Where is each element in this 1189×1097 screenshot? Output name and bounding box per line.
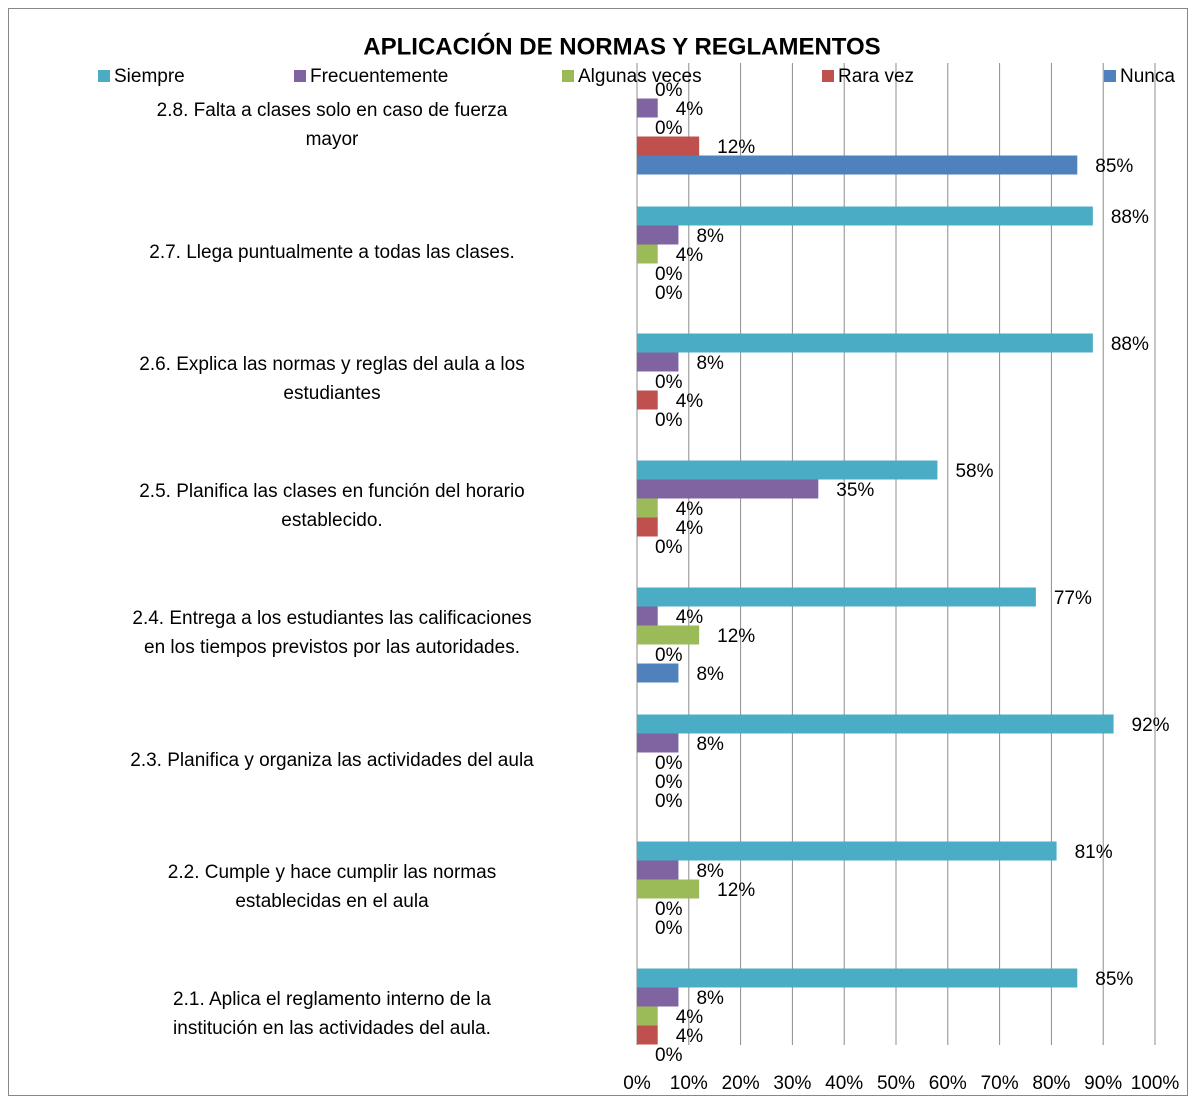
bar [637,1006,658,1026]
x-tick-label: 60% [929,1073,967,1094]
data-label: 12% [717,137,755,158]
bar [637,517,658,537]
bar [637,333,1093,353]
data-label: 0% [655,753,683,774]
data-label: 0% [655,791,683,812]
data-label: 58% [955,461,993,482]
bar [637,860,679,880]
data-label: 88% [1111,207,1149,228]
bar [637,460,938,480]
category-label: 2.8. Falta a clases solo en caso de fuer… [156,100,508,150]
data-label: 0% [655,918,683,939]
category-label: 2.7. Llega puntualmente a todas las clas… [149,241,515,263]
x-tick-label: 70% [981,1073,1019,1094]
bar [637,625,700,645]
x-tick-label: 30% [773,1073,811,1094]
data-label: 8% [696,226,724,247]
data-label: 4% [676,1026,704,1047]
bar [637,1025,658,1045]
bar [637,479,819,499]
x-tick-label: 90% [1084,1073,1122,1094]
data-label: 8% [696,988,724,1009]
category-label: 2.1. Aplica el reglamento interno de la … [173,989,491,1039]
x-tick-label: 50% [877,1073,915,1094]
data-label: 85% [1095,969,1133,990]
x-tick-label: 40% [825,1073,863,1094]
legend-label: Nunca [1120,66,1175,87]
data-label: 0% [655,283,683,304]
legend-label: Frecuentemente [310,66,448,87]
bar [637,733,679,753]
data-label: 0% [655,645,683,666]
data-label: 88% [1111,334,1149,355]
chart-title: APLICACIÓN DE NORMAS Y REGLAMENTOS [363,32,880,60]
category-label: 2.2. Cumple y hace cumplir las normas es… [167,862,497,912]
data-label: 0% [655,899,683,920]
data-label: 4% [676,499,704,520]
data-label: 4% [676,518,704,539]
data-label: 12% [717,880,755,901]
bar [637,841,1057,861]
category-label: 2.5. Planifica las clases en función del… [139,481,525,531]
bar [637,714,1114,734]
data-label: 8% [696,861,724,882]
bar [637,663,679,683]
bar [637,498,658,518]
x-tick-label: 100% [1131,1073,1180,1094]
data-label: 0% [655,772,683,793]
data-label: 4% [676,391,704,412]
data-label: 77% [1054,588,1092,609]
legend-swatch [822,70,834,82]
data-label: 12% [717,626,755,647]
bar [637,225,679,245]
legend-label: Rara vez [838,66,914,87]
x-tick-label: 10% [670,1073,708,1094]
data-label: 0% [655,372,683,393]
x-tick-label: 80% [1032,1073,1070,1094]
bar [637,136,700,156]
legend-label: Siempre [114,66,185,87]
bar [637,390,658,410]
bar [637,606,658,626]
data-label: 0% [655,264,683,285]
bar [637,879,700,899]
data-label: 85% [1095,156,1133,177]
legend-swatch [98,70,110,82]
legend-swatch [1104,70,1116,82]
legend-label: Algunas veces [578,66,702,87]
data-label: 81% [1075,842,1113,863]
category-label: 2.4. Entrega a los estudiantes las calif… [132,608,532,658]
bar [637,587,1036,607]
data-label: 8% [696,353,724,374]
legend-swatch [562,70,574,82]
data-label: 4% [676,1007,704,1028]
data-label: 4% [676,99,704,120]
data-label: 8% [696,734,724,755]
data-label: 0% [655,118,683,139]
data-label: 0% [655,410,683,431]
x-tick-label: 0% [623,1073,651,1094]
data-label: 8% [696,664,724,685]
data-label: 0% [655,80,683,101]
category-label: 2.6. Explica las normas y reglas del aul… [139,354,525,404]
data-label: 92% [1132,715,1170,736]
data-label: 0% [655,1045,683,1066]
legend-swatch [294,70,306,82]
bar [637,987,679,1007]
bar [637,352,679,372]
bar [637,968,1078,988]
bar [637,206,1093,226]
data-label: 0% [655,537,683,558]
data-label: 35% [836,480,874,501]
bar [637,155,1078,175]
chart-border [8,8,1188,1096]
category-label: 2.3. Planifica y organiza las actividade… [130,749,534,771]
x-tick-label: 20% [722,1073,760,1094]
data-label: 4% [676,245,704,266]
bar [637,98,658,118]
data-label: 4% [676,607,704,628]
bar [637,244,658,264]
